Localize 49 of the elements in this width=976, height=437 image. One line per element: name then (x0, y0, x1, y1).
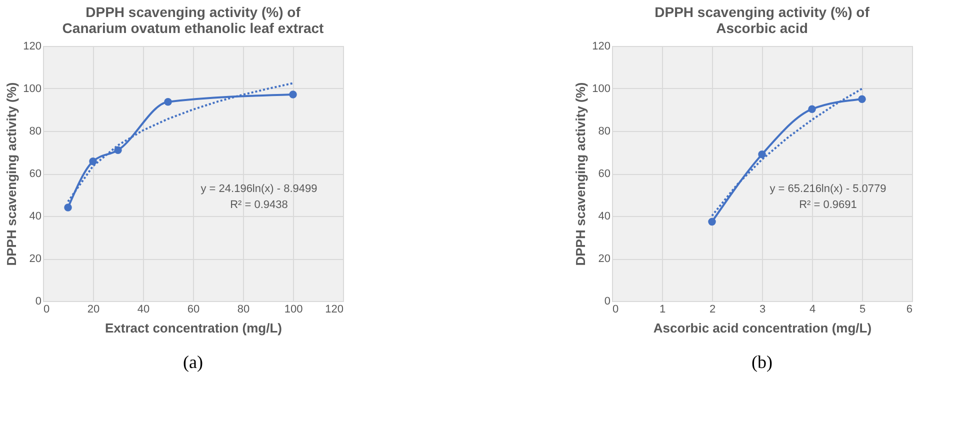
y-tick-label: 0 (604, 296, 610, 308)
y-tick-label: 20 (29, 253, 42, 265)
x-tick-label: 80 (237, 304, 250, 316)
x-tick-label: 3 (759, 304, 766, 316)
x-tick-label: 120 (325, 304, 344, 316)
y-tick-label: 40 (29, 210, 42, 222)
x-tick-label: 0 (612, 304, 619, 316)
text: (b) (752, 352, 772, 372)
y-tick-label: 120 (23, 40, 42, 52)
point (808, 105, 816, 113)
point (89, 158, 97, 166)
y-tick-label: 80 (598, 126, 610, 138)
y-tick-label: 0 (35, 296, 42, 308)
y-tick-label: 40 (598, 210, 610, 222)
chart-title: DPPH scavenging activity (%) of Ascorbic acid (654, 4, 870, 36)
text: (a) (183, 352, 203, 372)
x-tick-label: 60 (187, 304, 200, 316)
point (114, 146, 122, 154)
x-tick-label: 0 (44, 304, 50, 316)
point (164, 98, 172, 106)
x-tick-label: 1 (659, 304, 666, 316)
x-tick-label: 5 (859, 304, 866, 316)
annotation: y = 24.196ln(x) - 8.9499 (200, 182, 318, 195)
y-tick-label: 80 (29, 126, 42, 138)
x-tick-label: 100 (284, 304, 303, 316)
y-tick-label: 20 (598, 253, 610, 265)
annotation: R² = 0.9691 (799, 198, 857, 211)
point (289, 90, 297, 98)
annotation: R² = 0.9438 (230, 198, 288, 211)
point (858, 95, 866, 103)
x-tick-label: 20 (87, 304, 100, 316)
y-tick-label: 100 (592, 83, 610, 95)
y-tick-label: 60 (598, 168, 610, 180)
y-axis-title: DPPH scavenging activity (%) (4, 82, 20, 266)
y-tick-label: 60 (29, 168, 42, 180)
chart-title: DPPH scavenging activity (%) of Canarium ovatum ethanolic leaf extract (62, 4, 324, 36)
x-axis-title: Ascorbic acid concentration (mg/L) (653, 320, 872, 336)
point (758, 150, 766, 158)
y-axis-title: DPPH scavenging activity (%) (573, 82, 588, 266)
point (64, 204, 72, 212)
point (708, 218, 716, 226)
x-tick-label: 6 (906, 304, 912, 316)
x-axis-title: Extract concentration (mg/L) (105, 320, 282, 336)
x-tick-label: 40 (137, 304, 150, 316)
y-tick-label: 100 (23, 83, 42, 95)
y-tick-label: 120 (592, 40, 610, 52)
x-tick-label: 2 (709, 304, 716, 316)
annotation: y = 65.216ln(x) - 5.0779 (770, 182, 886, 195)
x-tick-label: 4 (809, 304, 816, 316)
